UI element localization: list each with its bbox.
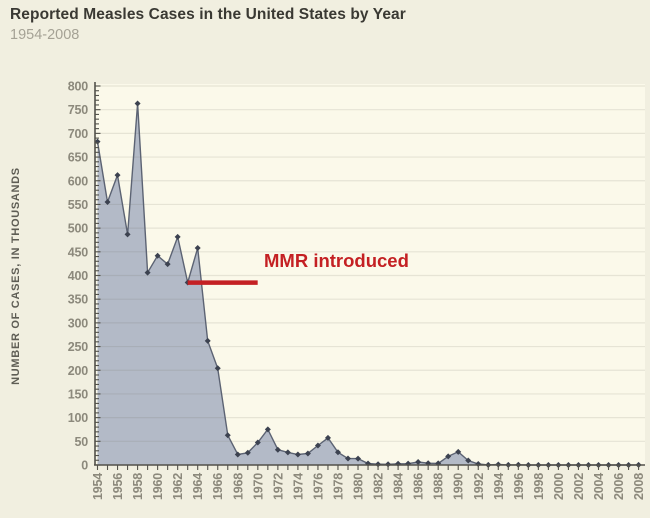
data-point-1971	[264, 426, 271, 433]
y-axis-ticks	[95, 85, 101, 466]
page-subtitle: 1954-2008	[10, 27, 80, 43]
y-tick-label: 250	[68, 340, 89, 354]
data-point-1990	[455, 448, 462, 455]
data-point-1986	[415, 459, 422, 466]
y-tick-label: 550	[68, 198, 89, 212]
y-tick-label: 300	[68, 316, 89, 330]
y-tick-label: 200	[68, 364, 89, 378]
x-tick-label: 1994	[492, 473, 506, 500]
x-tick-label: 1990	[452, 473, 466, 500]
y-tick-label: 800	[68, 80, 89, 94]
y-tick-label: 700	[68, 127, 89, 141]
data-point-1991	[465, 457, 472, 464]
y-tick-label: 100	[68, 411, 89, 425]
x-tick-label: 2002	[572, 473, 586, 500]
x-tick-label: 1984	[392, 473, 406, 500]
x-axis-ticks	[96, 465, 640, 470]
x-tick-label: 1998	[532, 473, 546, 500]
data-point-1977	[324, 434, 331, 441]
x-tick-label: 1958	[131, 473, 145, 500]
x-tick-label: 1960	[151, 473, 165, 500]
data-point-1969	[244, 449, 251, 456]
y-tick-label: 500	[68, 222, 89, 236]
x-tick-label: 2006	[612, 473, 626, 500]
data-point-1989	[445, 453, 452, 460]
y-tick-label: 350	[68, 293, 89, 307]
y-tick-label: 50	[74, 435, 88, 449]
data-point-1975	[304, 450, 311, 457]
x-tick-label: 1980	[352, 473, 366, 500]
y-tick-label: 450	[68, 245, 89, 259]
data-point-1973	[284, 449, 291, 456]
x-tick-label: 2000	[552, 473, 566, 500]
x-tick-label: 2004	[592, 473, 606, 500]
data-point-1965	[204, 337, 211, 344]
x-axis-labels: 1954 1956 1958 1960 1962 1964 1966 1968 1970 1972…	[91, 473, 646, 500]
data-point-1974	[294, 451, 301, 458]
x-tick-label: 1992	[472, 473, 486, 500]
data-point-1970	[254, 439, 261, 446]
data-point-1968	[234, 451, 241, 458]
area-fill	[97, 103, 639, 465]
x-tick-label: 1988	[432, 473, 446, 500]
y-tick-label: 400	[68, 269, 89, 283]
data-point-1957	[124, 231, 131, 238]
x-tick-label: 1954	[91, 473, 105, 500]
x-tick-label: 1982	[372, 473, 386, 500]
x-tick-label: 1996	[512, 473, 526, 500]
data-point-1955	[104, 198, 111, 205]
x-tick-label: 2008	[632, 473, 646, 500]
data-point-1979	[345, 455, 351, 462]
data-point-1967	[224, 432, 231, 439]
x-tick-label: 1976	[311, 473, 325, 500]
x-tick-label: 1972	[271, 473, 285, 500]
x-tick-label: 1962	[171, 473, 185, 500]
page-title: Reported Measles Cases in the United Sta…	[10, 6, 406, 23]
y-tick-label: 750	[68, 103, 89, 117]
x-tick-label: 1974	[291, 473, 305, 500]
data-point-1956	[114, 172, 121, 179]
x-tick-label: 1964	[191, 473, 205, 500]
y-tick-label: 150	[68, 387, 89, 401]
y-tick-label: 650	[68, 151, 89, 165]
data-point-1976	[314, 442, 321, 449]
x-tick-label: 1966	[211, 473, 225, 500]
x-tick-label: 1970	[251, 473, 265, 500]
data-point-1966	[214, 365, 221, 372]
y-tick-label: 600	[68, 174, 89, 188]
data-point-1959	[144, 269, 151, 276]
x-tick-label: 1968	[231, 473, 245, 500]
x-tick-label: 1978	[331, 473, 345, 500]
data-point-1960	[154, 252, 161, 259]
data-point-1978	[334, 449, 341, 456]
y-tick-label: 0	[81, 459, 88, 473]
data-point-1980	[355, 455, 362, 462]
data-point-1972	[274, 446, 281, 453]
x-tick-label: 1986	[412, 473, 426, 500]
data-point-1962	[174, 233, 181, 240]
mmr-annotation-text: MMR introduced	[264, 250, 409, 271]
x-tick-label: 1956	[111, 473, 125, 500]
data-point-1964	[194, 244, 201, 251]
data-point-1961	[164, 261, 171, 268]
data-point-1958	[134, 100, 141, 107]
y-axis-labels: 0 50 100 150 200 250 300 350 400 450 500 550 600 650 7…	[68, 80, 89, 473]
